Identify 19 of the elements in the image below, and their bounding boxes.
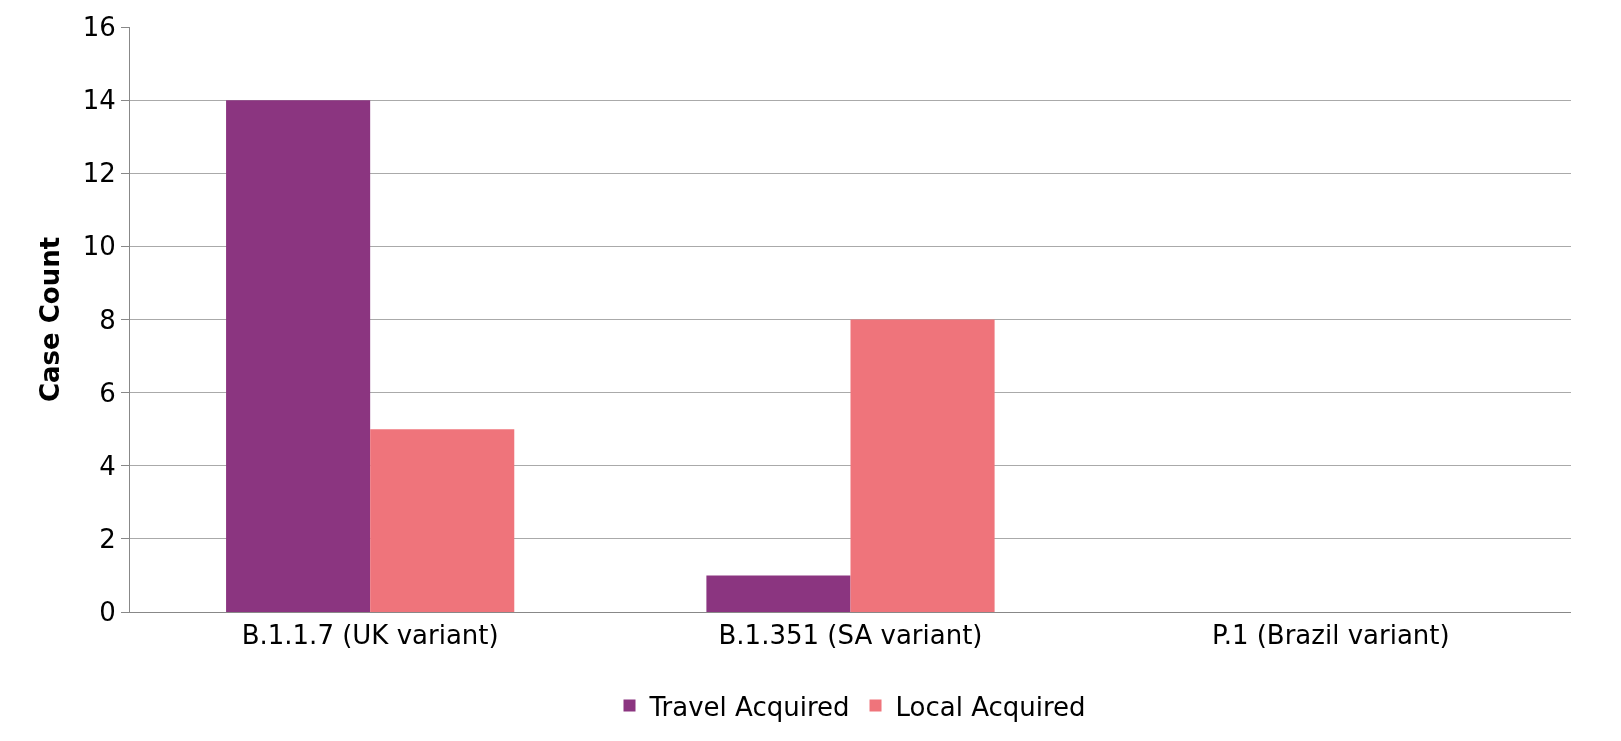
y-tick-label: 6: [99, 377, 116, 408]
x-tick-label: P.1 (Brazil variant): [1212, 620, 1450, 651]
y-tick-label: 2: [99, 523, 116, 554]
legend-label: Local Acquired: [895, 691, 1086, 722]
y-tick-label: 0: [99, 597, 116, 628]
y-tick-label: 4: [99, 450, 116, 481]
x-tick-label: B.1.1.7 (UK variant): [241, 620, 499, 651]
bar: [226, 100, 371, 612]
bar: [706, 575, 851, 612]
legend-label: Travel Acquired: [648, 691, 850, 722]
bar: [370, 429, 515, 612]
y-tick-label: 14: [82, 85, 116, 116]
x-tick-label: B.1.351 (SA variant): [718, 620, 983, 651]
y-tick-label: 10: [82, 231, 116, 262]
bar: [850, 319, 995, 612]
y-axis-title: Case Count: [35, 236, 66, 403]
y-tick-label: 12: [82, 158, 116, 189]
y-tick-label: 8: [99, 304, 116, 335]
y-tick-label: 16: [82, 12, 116, 43]
